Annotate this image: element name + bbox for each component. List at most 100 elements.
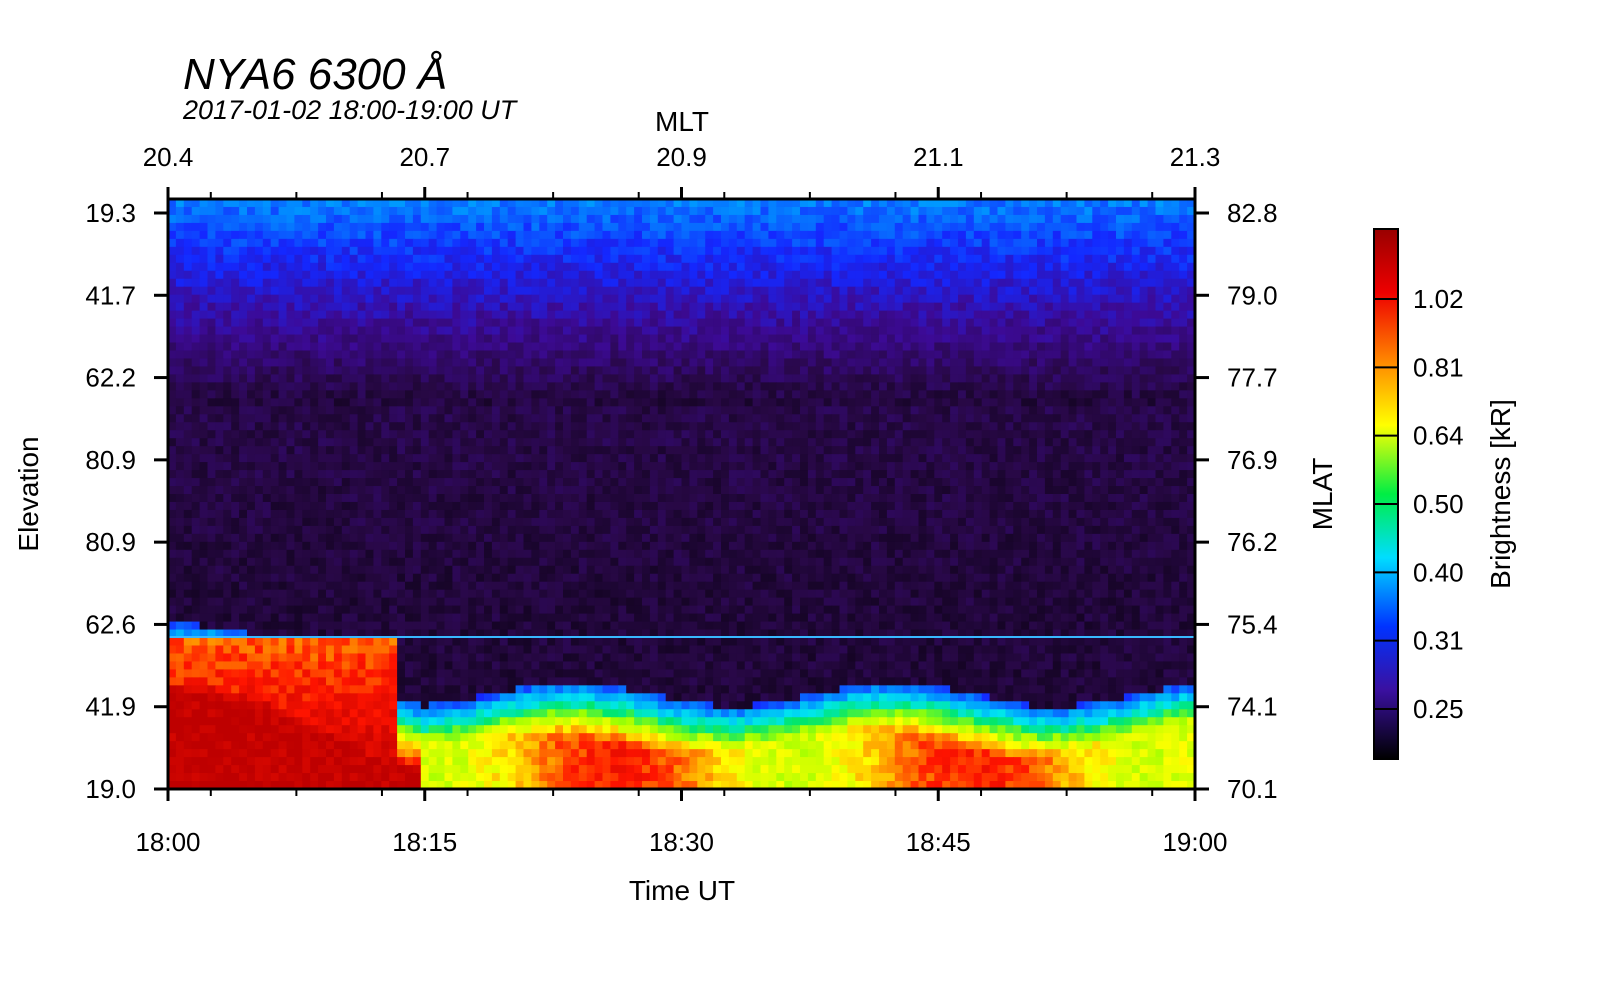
heatmap-cell — [839, 414, 848, 423]
heatmap-cell — [973, 374, 983, 383]
heatmap-cell — [839, 294, 848, 304]
heatmap-cell — [752, 462, 762, 471]
heatmap-cell — [452, 398, 461, 407]
heatmap-cell — [436, 310, 446, 320]
heatmap-cell — [397, 302, 406, 312]
heatmap-cell — [602, 254, 611, 264]
heatmap-cell — [310, 262, 319, 272]
heatmap-cell — [800, 422, 809, 431]
heatmap-cell — [460, 454, 469, 463]
heatmap-cell — [800, 230, 809, 240]
heatmap-cell — [618, 254, 627, 264]
heatmap-cell — [618, 446, 627, 455]
heatmap-cell — [318, 406, 327, 415]
heatmap-cell — [349, 302, 359, 312]
heatmap-cell — [436, 430, 446, 439]
heatmap-cell — [207, 278, 216, 288]
heatmap-cell — [1005, 390, 1014, 399]
heatmap-cell — [1029, 326, 1038, 336]
heatmap-cell — [476, 398, 485, 407]
heatmap-cell — [539, 382, 548, 391]
heatmap-cell — [1100, 222, 1109, 232]
heatmap-cell — [183, 230, 193, 240]
heatmap-cell — [807, 446, 817, 455]
heatmap-cell — [452, 238, 461, 248]
heatmap-cell — [863, 238, 872, 248]
heatmap-cell — [886, 238, 896, 248]
heatmap-cell — [705, 318, 714, 328]
heatmap-cell — [910, 222, 920, 232]
heatmap-cell — [776, 350, 785, 360]
heatmap-cell — [863, 414, 872, 423]
heatmap-cell — [563, 398, 572, 407]
heatmap-cell — [175, 470, 185, 479]
heatmap-cell — [649, 278, 659, 288]
heatmap-cell — [831, 390, 841, 399]
heatmap-cell — [389, 286, 398, 296]
heatmap-cell — [1084, 382, 1093, 391]
heatmap-cell — [950, 246, 959, 256]
heatmap-cell — [1092, 222, 1101, 232]
heatmap-cell — [760, 382, 769, 391]
heatmap-cell — [191, 438, 201, 447]
heatmap-cell — [357, 478, 367, 487]
heatmap-cell — [681, 454, 690, 463]
heatmap-cell — [807, 246, 817, 256]
heatmap-cell — [902, 310, 912, 320]
heatmap-cell — [1163, 462, 1172, 471]
heatmap-cell — [768, 438, 777, 447]
heatmap-cell — [570, 382, 580, 391]
heatmap-cell — [839, 334, 848, 344]
heatmap-cell — [981, 422, 991, 431]
heatmap-cell — [1116, 374, 1125, 383]
heatmap-cell — [760, 262, 769, 272]
heatmap-cell — [602, 446, 611, 455]
heatmap-cell — [665, 206, 675, 216]
heatmap-cell — [839, 222, 848, 232]
heatmap-cell — [1029, 222, 1038, 232]
heatmap-cell — [389, 230, 398, 240]
heatmap-cell — [642, 246, 651, 256]
heatmap-cell — [215, 438, 224, 447]
heatmap-cell — [823, 302, 833, 312]
heatmap-cell — [815, 486, 825, 495]
heatmap-cell — [1068, 254, 1078, 264]
heatmap-cell — [815, 302, 825, 312]
heatmap-cell — [673, 262, 683, 272]
heatmap-cell — [989, 278, 999, 288]
heatmap-cell — [1037, 398, 1046, 407]
heatmap-cell — [642, 230, 651, 240]
heatmap-cell — [973, 470, 983, 479]
heatmap-cell — [950, 398, 959, 407]
heatmap-cell — [302, 246, 311, 256]
heatmap-cell — [270, 438, 280, 447]
heatmap-cell — [910, 286, 920, 296]
heatmap-cell — [452, 254, 461, 264]
heatmap-cell — [499, 382, 509, 391]
heatmap-cell — [484, 358, 493, 368]
heatmap-cell — [918, 206, 927, 216]
heatmap-cell — [405, 398, 414, 407]
heatmap-cell — [649, 366, 659, 375]
heatmap-cell — [831, 422, 841, 431]
heatmap-cell — [1108, 334, 1117, 344]
heatmap-cell — [997, 222, 1006, 232]
heatmap-cell — [247, 454, 256, 463]
heatmap-cell — [357, 246, 367, 256]
heatmap-cell — [1100, 278, 1109, 288]
heatmap-cell — [760, 238, 769, 248]
heatmap-cell — [278, 262, 288, 272]
heatmap-cell — [926, 414, 935, 423]
heatmap-cell — [278, 326, 288, 336]
heatmap-cell — [302, 310, 311, 320]
heatmap-cell — [642, 310, 651, 320]
heatmap-cell — [365, 422, 374, 431]
heatmap-cell — [1187, 262, 1195, 272]
heatmap-cell — [871, 486, 880, 495]
heatmap-cell — [491, 454, 501, 463]
heatmap-cell — [594, 430, 604, 439]
heatmap-cell — [1044, 294, 1054, 304]
heatmap-cell — [357, 286, 367, 296]
heatmap-cell — [736, 478, 746, 487]
heatmap-cell — [705, 454, 714, 463]
